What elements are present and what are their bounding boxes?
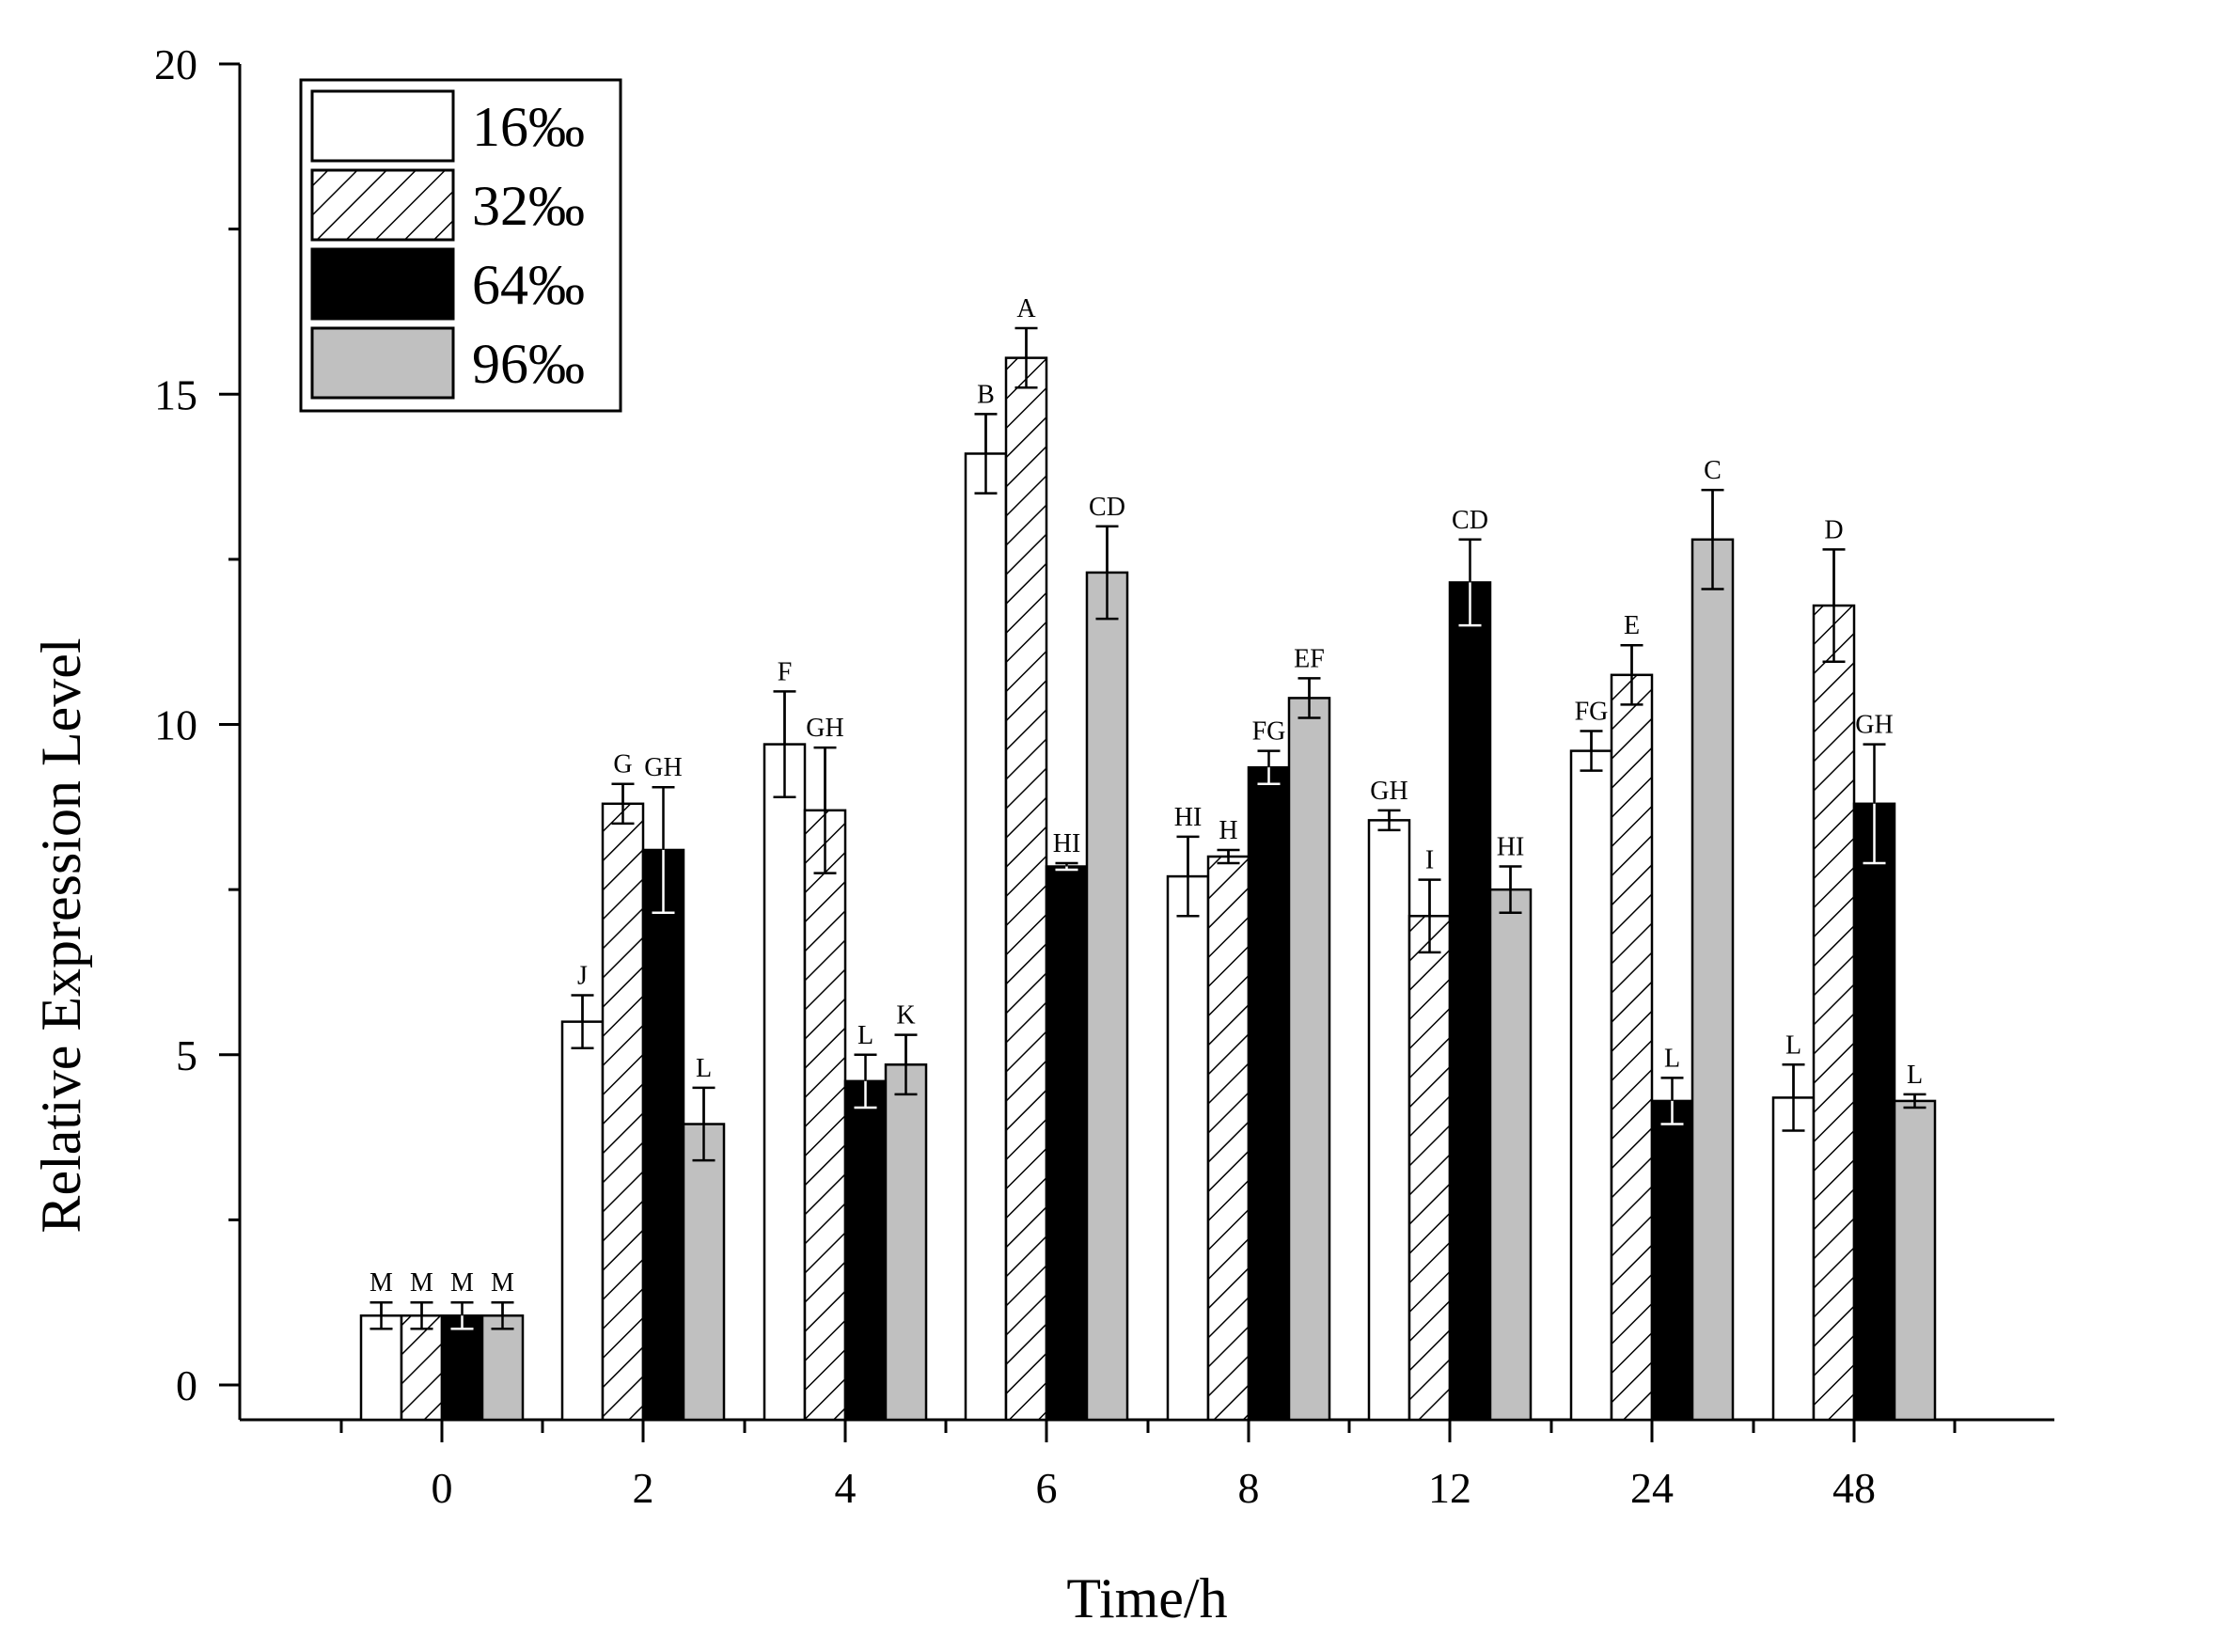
significance-letter: E — [1624, 611, 1640, 640]
significance-letter: L — [696, 1054, 712, 1083]
significance-letter: I — [1425, 846, 1434, 875]
significance-letter: H — [1219, 816, 1237, 845]
x-axis-label: Time/h — [1066, 1567, 1227, 1629]
bar — [1569, 749, 1613, 1422]
bar — [964, 452, 1008, 1422]
legend-swatch — [310, 168, 455, 242]
x-tick-label: 24 — [1630, 1464, 1674, 1512]
significance-letter: B — [977, 380, 995, 409]
x-tick-label: 48 — [1832, 1464, 1876, 1512]
bar — [359, 1314, 403, 1422]
significance-letter: M — [491, 1268, 514, 1298]
significance-letter: EF — [1294, 644, 1325, 673]
x-tick-label: 12 — [1428, 1464, 1471, 1512]
bar — [763, 743, 807, 1422]
bar — [1085, 571, 1129, 1422]
x-tick-label: 6 — [1036, 1464, 1058, 1512]
y-tick-label: 0 — [176, 1361, 197, 1409]
bar — [1812, 604, 1856, 1422]
bar — [1004, 356, 1048, 1422]
significance-letter: HI — [1053, 829, 1081, 858]
significance-letter: K — [896, 1001, 915, 1031]
bar — [1045, 865, 1089, 1422]
legend-swatch — [310, 247, 455, 321]
bar — [1206, 855, 1250, 1422]
bar — [1247, 765, 1291, 1422]
significance-letter: L — [857, 1021, 873, 1050]
bar — [440, 1314, 484, 1422]
bar — [1287, 697, 1331, 1422]
significance-letter: GH — [644, 753, 682, 782]
significance-letter: CD — [1089, 493, 1125, 522]
significance-letter: D — [1824, 515, 1843, 544]
significance-letter: CD — [1452, 506, 1488, 535]
bar — [1166, 874, 1210, 1422]
legend-label: 96‰ — [472, 333, 585, 395]
bar — [480, 1314, 525, 1422]
y-tick-label: 15 — [154, 370, 197, 418]
x-tick-label: 0 — [432, 1464, 453, 1512]
significance-letter: GH — [806, 714, 843, 743]
significance-letter: G — [613, 750, 632, 779]
significance-letter: M — [410, 1268, 433, 1298]
significance-letter: HI — [1174, 803, 1203, 832]
significance-letter: M — [370, 1268, 393, 1298]
bar — [1852, 802, 1896, 1422]
significance-letter: FG — [1575, 698, 1609, 727]
bar — [1488, 888, 1533, 1422]
x-tick-label: 2 — [633, 1464, 654, 1512]
x-tick-label: 4 — [835, 1464, 857, 1512]
bar — [843, 1079, 888, 1422]
bar — [1610, 673, 1654, 1422]
bar — [682, 1123, 726, 1422]
significance-letter: F — [778, 657, 793, 686]
legend-swatch — [310, 89, 455, 163]
bar — [601, 802, 645, 1422]
bar — [1448, 581, 1492, 1422]
legend: 16‰ 32‰ 64‰ 96‰ — [299, 78, 622, 413]
significance-letter: L — [1785, 1031, 1801, 1060]
significance-letter: FG — [1252, 717, 1286, 747]
y-axis-label: Relative Expression Level — [30, 637, 92, 1233]
significance-letter: J — [577, 962, 588, 991]
legend-label: 16‰ — [472, 96, 585, 158]
significance-letter: L — [1907, 1061, 1923, 1090]
bar — [1771, 1096, 1816, 1422]
y-tick-label: 20 — [154, 40, 197, 88]
significance-letter: GH — [1855, 711, 1893, 740]
significance-letter: M — [450, 1268, 474, 1298]
significance-letter: A — [1016, 294, 1036, 323]
bar — [560, 1020, 605, 1422]
bar — [803, 809, 847, 1422]
bar — [1893, 1099, 1937, 1422]
x-tick-label: 8 — [1238, 1464, 1260, 1512]
bar — [1650, 1099, 1694, 1422]
legend-swatch — [310, 326, 455, 400]
bar — [1407, 914, 1452, 1422]
y-tick-label: 5 — [176, 1031, 197, 1079]
bar — [1690, 538, 1735, 1422]
bar — [884, 1063, 928, 1422]
significance-letter: HI — [1497, 833, 1525, 862]
bar — [1367, 819, 1411, 1422]
legend-label: 32‰ — [472, 175, 585, 237]
significance-letter: GH — [1370, 777, 1407, 806]
legend-label: 64‰ — [472, 254, 585, 316]
bar — [400, 1314, 444, 1422]
significance-letter: L — [1664, 1044, 1680, 1073]
y-tick-label: 10 — [154, 701, 197, 749]
bar — [641, 848, 685, 1422]
significance-letter: C — [1704, 456, 1722, 485]
